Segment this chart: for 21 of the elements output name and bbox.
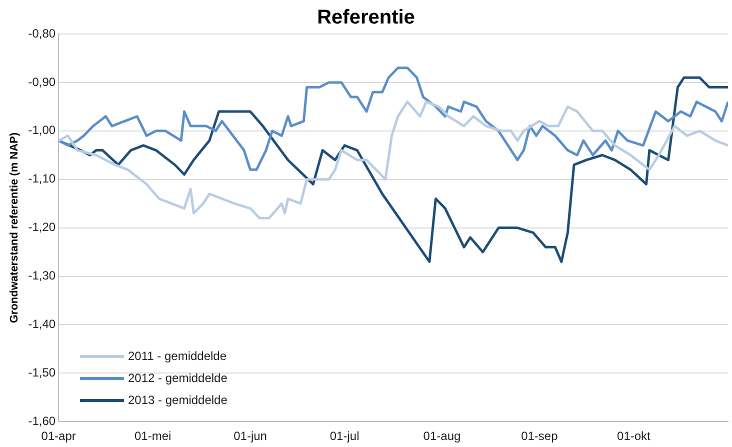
y-tick-label: -0,80 bbox=[28, 26, 56, 40]
y-tick-label: -0,90 bbox=[28, 74, 56, 89]
legend-label: 2011 - gemiddelde bbox=[128, 349, 227, 363]
y-tick-label: -1,60 bbox=[28, 414, 56, 428]
x-tick-label: 01-mei bbox=[134, 429, 172, 444]
x-tick-label: 01-jul bbox=[330, 429, 360, 444]
y-tick-label: -1,40 bbox=[28, 317, 56, 332]
y-tick-label: -1,50 bbox=[28, 365, 56, 380]
legend-label: 2013 - gemiddelde bbox=[128, 393, 228, 407]
y-tick-label: -1,30 bbox=[28, 268, 56, 283]
legend-label: 2012 - gemiddelde bbox=[128, 371, 228, 385]
y-axis-title: Grondwaterstand referentie (m NAP) bbox=[8, 132, 21, 324]
x-tick-label: 01-sep bbox=[521, 429, 558, 444]
x-tick-label: 01-aug bbox=[423, 429, 461, 444]
chart-title: Referentie bbox=[317, 6, 415, 29]
y-tick-label: -1,20 bbox=[28, 220, 56, 234]
y-tick-label: -1,00 bbox=[28, 123, 56, 138]
x-tick-label: 01-jun bbox=[234, 429, 267, 444]
x-tick-label: 01-apr bbox=[41, 429, 76, 444]
y-tick-label: -1,10 bbox=[28, 172, 56, 186]
x-tick-label: 01-okt bbox=[617, 429, 652, 444]
